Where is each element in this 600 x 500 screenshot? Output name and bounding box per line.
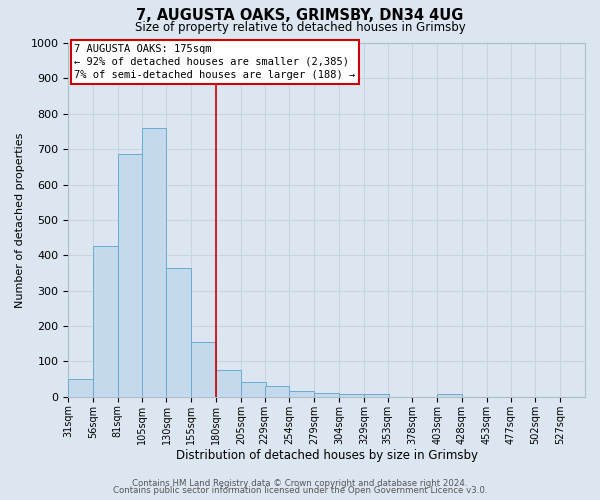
Text: Size of property relative to detached houses in Grimsby: Size of property relative to detached ho… xyxy=(134,21,466,34)
Y-axis label: Number of detached properties: Number of detached properties xyxy=(15,132,25,308)
Bar xyxy=(364,394,389,397)
Bar xyxy=(142,128,166,397)
Bar xyxy=(191,342,216,397)
Bar xyxy=(289,391,314,397)
Bar xyxy=(265,386,289,397)
Bar xyxy=(216,370,241,397)
Text: Contains public sector information licensed under the Open Government Licence v3: Contains public sector information licen… xyxy=(113,486,487,495)
Bar xyxy=(437,394,462,397)
Bar xyxy=(241,382,266,397)
Bar xyxy=(93,246,118,397)
Bar xyxy=(166,268,191,397)
Text: 7 AUGUSTA OAKS: 175sqm
← 92% of detached houses are smaller (2,385)
7% of semi-d: 7 AUGUSTA OAKS: 175sqm ← 92% of detached… xyxy=(74,44,356,80)
X-axis label: Distribution of detached houses by size in Grimsby: Distribution of detached houses by size … xyxy=(176,450,478,462)
Bar xyxy=(118,154,143,397)
Bar xyxy=(68,379,93,397)
Text: 7, AUGUSTA OAKS, GRIMSBY, DN34 4UG: 7, AUGUSTA OAKS, GRIMSBY, DN34 4UG xyxy=(136,8,464,22)
Text: Contains HM Land Registry data © Crown copyright and database right 2024.: Contains HM Land Registry data © Crown c… xyxy=(132,478,468,488)
Bar xyxy=(339,394,364,397)
Bar xyxy=(314,392,339,397)
